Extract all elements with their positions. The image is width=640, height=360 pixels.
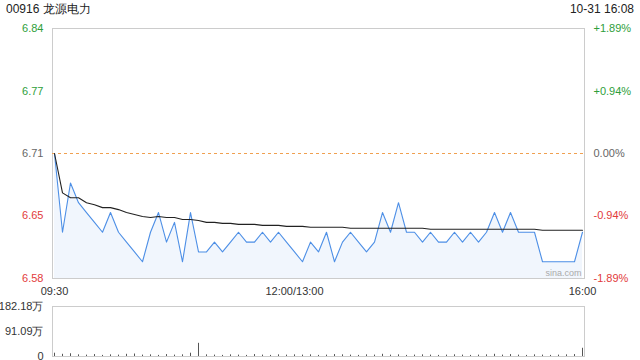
svg-text:-0.94%: -0.94%	[594, 209, 629, 221]
svg-text:-1.89%: -1.89%	[594, 272, 629, 284]
svg-text:16:00: 16:00	[569, 285, 597, 297]
svg-text:6.77: 6.77	[22, 85, 43, 97]
svg-text:0: 0	[37, 350, 43, 360]
svg-text:09:30: 09:30	[41, 285, 69, 297]
svg-text:sina.com: sina.com	[545, 268, 581, 278]
svg-text:6.58: 6.58	[22, 272, 43, 284]
html-text:10-31 16:08: 10-31 16:08	[569, 2, 634, 16]
svg-text:12:00/13:00: 12:00/13:00	[265, 285, 323, 297]
svg-text:6.65: 6.65	[22, 209, 43, 221]
svg-text:+1.89%: +1.89%	[594, 22, 632, 34]
html-text:00916 龙源电力: 00916 龙源电力	[6, 1, 91, 16]
svg-text:6.84: 6.84	[22, 22, 43, 34]
svg-text:0.00%: 0.00%	[594, 147, 625, 159]
svg-text:91.09万: 91.09万	[5, 325, 44, 337]
svg-text:+0.94%: +0.94%	[594, 85, 632, 97]
svg-text:182.18万: 182.18万	[0, 300, 44, 312]
svg-text:6.71: 6.71	[22, 147, 43, 159]
